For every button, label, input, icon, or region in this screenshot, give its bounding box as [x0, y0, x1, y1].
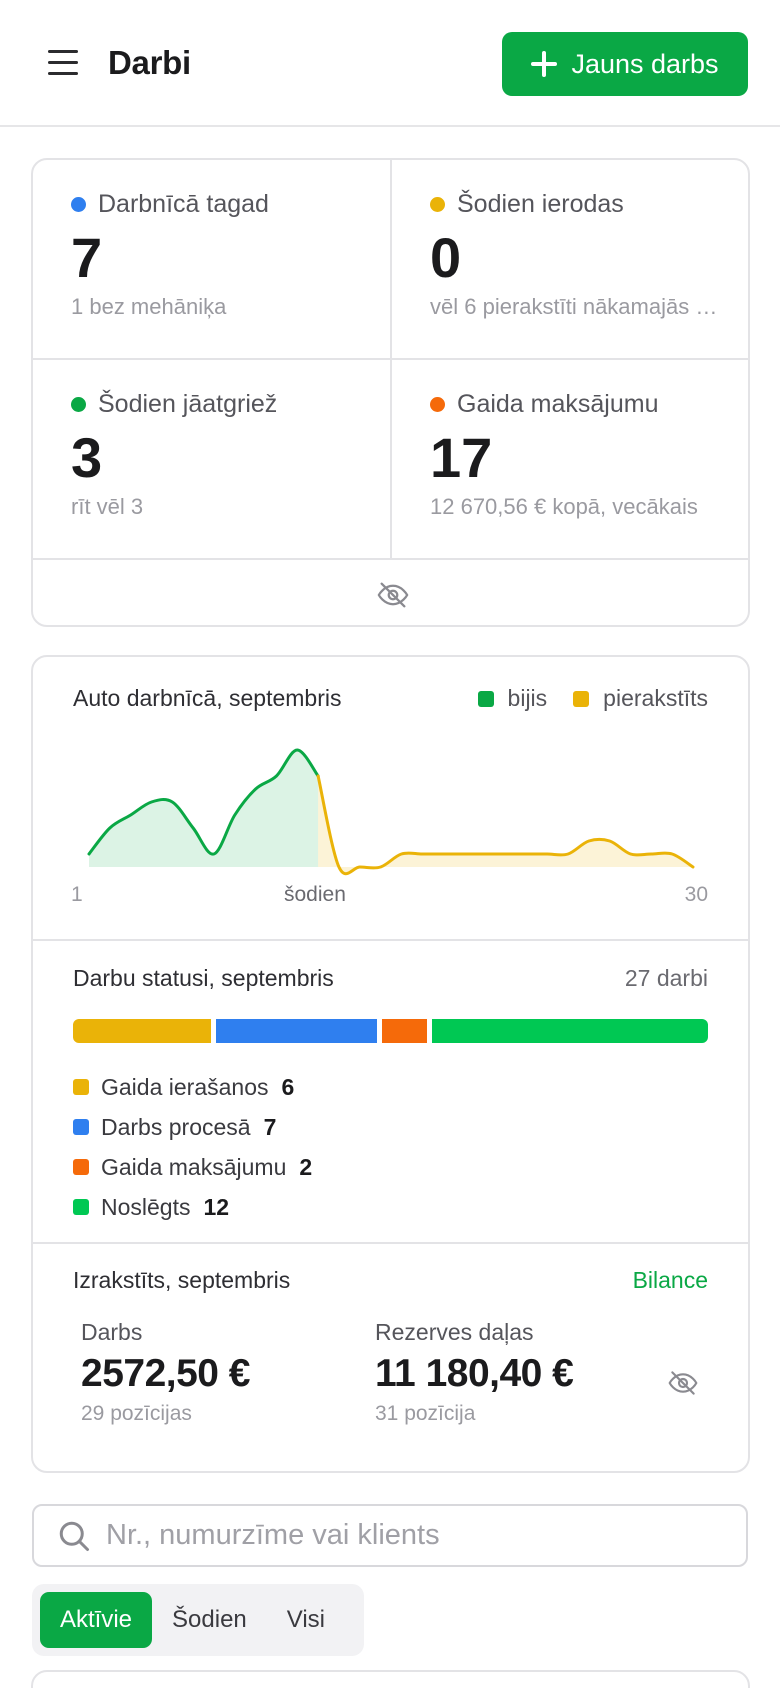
- new-job-button-label: Jauns darbs: [571, 48, 719, 79]
- stat-subtext: 12 670,56 € kopā, vecākais: [430, 493, 698, 519]
- series-line-bijis: [87, 748, 320, 856]
- status-count: 6: [281, 1073, 295, 1100]
- status-swatch: [73, 1079, 89, 1095]
- series-area-pierakstīts: [318, 776, 693, 874]
- legend-label: pierakstīts: [603, 685, 708, 711]
- stat-subtext: vēl 6 pierakstīti nākamajās dienās: [430, 293, 720, 319]
- tab-all[interactable]: Visi: [286, 1606, 326, 1633]
- plus-icon: [531, 51, 558, 77]
- search-icon: [59, 1521, 89, 1551]
- status-bar-segment: [381, 1019, 428, 1043]
- occupancy-chart: [87, 748, 695, 876]
- stat-label: Šodien ierodas: [457, 190, 624, 218]
- stat-subtext: rīt vēl 3: [71, 493, 144, 519]
- legend-label: bijis: [507, 685, 548, 711]
- stat-label: Darbnīcā tagad: [98, 190, 269, 218]
- legend-swatch: [477, 690, 494, 707]
- legend-item-booked: pierakstīts: [573, 685, 708, 712]
- tab-active[interactable]: Aktīvie: [40, 1592, 153, 1648]
- hide-amounts-toggle[interactable]: [33, 562, 748, 625]
- eye-off-icon: [668, 1371, 698, 1395]
- status-dot: [430, 197, 445, 212]
- divider: [33, 1242, 748, 1244]
- invoiced-work: Darbs 2572,50 € 29 pozīcijas: [81, 1319, 251, 1426]
- status-bar-segment: [73, 1019, 211, 1043]
- stat-label-row: Šodien jāatgriež: [71, 390, 390, 419]
- status-list-item: Gaida ierašanos 6: [73, 1067, 312, 1107]
- status-list-item: Gaida maksājumu 2: [73, 1147, 312, 1187]
- series-area-bijis: [89, 750, 319, 867]
- stat-awaiting-payment[interactable]: Gaida maksājumu 17 12 670,56 € kopā, vec…: [392, 360, 748, 560]
- status-dot: [71, 197, 86, 212]
- axis-label-today: šodien: [284, 883, 346, 906]
- status-list-item: Noslēgts 12: [73, 1187, 312, 1227]
- occupancy-title: Auto darbnīcā, septembris: [73, 685, 342, 711]
- invoiced-work-value: 2572,50 €: [81, 1352, 251, 1395]
- status-count: 2: [299, 1153, 313, 1180]
- invoiced-title: Izrakstīts, septembris: [73, 1267, 291, 1293]
- stat-value: 17: [430, 426, 493, 489]
- legend-item-past: bijis: [477, 685, 548, 712]
- stat-value: 3: [71, 426, 103, 489]
- legend-swatch: [573, 690, 590, 707]
- overview-card: Auto darbnīcā, septembris bijis pierakst…: [31, 655, 750, 1473]
- axis-label-end: 30: [684, 883, 708, 906]
- stat-arriving-today[interactable]: Šodien ierodas 0 vēl 6 pierakstīti nākam…: [392, 160, 748, 360]
- status-list: Gaida ierašanos 6 Darbs procesā 7 Gaida maks…: [73, 1067, 312, 1227]
- invoiced-work-sub: 29 pozīcijas: [81, 1402, 192, 1425]
- stat-value: 7: [71, 226, 103, 289]
- stats-card: Darbnīcā tagad 7 1 bez mehāniķa Šodien i…: [31, 158, 750, 627]
- stat-label-row: Gaida maksājumu: [430, 390, 748, 419]
- series-line-pierakstīts: [316, 774, 695, 876]
- stat-return-today[interactable]: Šodien jāatgriež 3 rīt vēl 3: [33, 360, 392, 560]
- status-bar-segment: [215, 1019, 377, 1043]
- stat-label-row: Šodien ierodas: [430, 190, 748, 219]
- stat-in-workshop[interactable]: Darbnīcā tagad 7 1 bez mehāniķa: [33, 160, 392, 360]
- stat-label: Šodien jāatgriež: [98, 390, 278, 418]
- stat-label-row: Darbnīcā tagad: [71, 190, 390, 219]
- invoiced-parts-label: Rezerves daļas: [375, 1319, 534, 1345]
- chart-legend: bijis pierakstīts: [477, 685, 708, 712]
- axis-label-start: 1: [71, 883, 83, 906]
- status-dot: [430, 397, 445, 412]
- stat-value: 0: [430, 226, 462, 289]
- stat-label: Gaida maksājumu: [457, 390, 659, 418]
- status-label: Darbs procesā: [101, 1113, 251, 1140]
- invoiced-parts: Rezerves daļas 11 180,40 € 31 pozīcija: [375, 1319, 574, 1426]
- stat-subtext: 1 bez mehāniķa: [71, 293, 227, 319]
- menu-icon[interactable]: [46, 48, 80, 78]
- status-swatch: [73, 1159, 89, 1175]
- divider: [33, 939, 748, 941]
- page-title: Darbi: [108, 44, 191, 81]
- status-label: Gaida ierašanos: [101, 1073, 269, 1100]
- invoiced-parts-sub: 31 pozīcija: [375, 1402, 476, 1425]
- status-list-item: Darbs procesā 7: [73, 1107, 312, 1147]
- invoiced-parts-value: 11 180,40 €: [375, 1352, 574, 1395]
- tab-today[interactable]: Šodien: [172, 1606, 247, 1633]
- filter-tabs: Aktīvie Šodien Visi: [32, 1584, 364, 1656]
- status-dot: [71, 397, 86, 412]
- balance-link[interactable]: Bilance: [632, 1267, 708, 1293]
- status-label: Noslēgts: [101, 1193, 191, 1220]
- status-stacked-bar: [73, 1019, 708, 1043]
- status-swatch: [73, 1119, 89, 1135]
- status-bar-segment: [432, 1019, 708, 1043]
- app-header: Darbi Jauns darbs: [0, 0, 780, 127]
- jobs-total: 27 darbi: [624, 965, 708, 991]
- eye-off-icon: [377, 582, 408, 607]
- status-count: 12: [203, 1193, 230, 1220]
- status-swatch: [73, 1199, 89, 1215]
- status-count: 7: [263, 1113, 277, 1140]
- status-label: Gaida maksājumu: [101, 1153, 287, 1180]
- search-box[interactable]: [32, 1504, 748, 1567]
- invoiced-work-label: Darbs: [81, 1319, 143, 1345]
- new-job-button[interactable]: Jauns darbs: [502, 32, 748, 96]
- statuses-title: Darbu statusi, septembris: [73, 965, 334, 991]
- hide-invoiced-toggle[interactable]: [667, 1367, 699, 1404]
- search-input[interactable]: [106, 1519, 706, 1552]
- job-list-card: [31, 1670, 750, 1688]
